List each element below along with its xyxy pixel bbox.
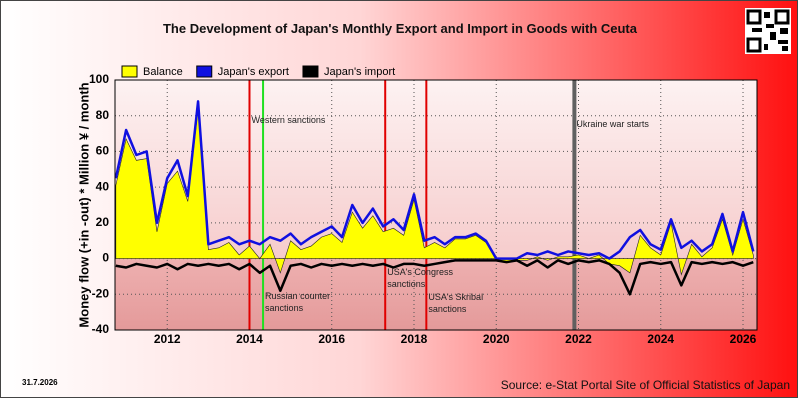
x-tick-label: 2020 (483, 332, 510, 346)
plot-area (115, 80, 757, 330)
y-tick-label: 0 (102, 251, 109, 265)
event-label: Western sanctions (251, 115, 326, 125)
x-tick-label: 2014 (236, 332, 263, 346)
x-tick-label: 2018 (401, 332, 428, 346)
y-tick-label: 60 (96, 144, 110, 158)
y-tick-label: -40 (92, 322, 110, 336)
event-label: USA's Skribal sanctions (428, 292, 484, 314)
legend-swatch (121, 65, 138, 78)
chart-title: The Development of Japan's Monthly Expor… (162, 21, 637, 36)
y-tick-label: 20 (96, 215, 110, 229)
y-tick-label: 100 (89, 72, 109, 86)
legend-label: Balance (143, 66, 183, 78)
y-tick-label: -20 (92, 286, 110, 300)
balance-area (115, 108, 754, 276)
series-line (114, 100, 755, 260)
y-axis-label: Money flow (+in -out) * Million ¥ / mont… (76, 82, 91, 327)
source: Source: e-Stat Portal Site of Official S… (501, 378, 790, 392)
plot-frame (114, 79, 758, 331)
date: 31.7.2026 (22, 378, 58, 387)
legend-label: Japan's import (324, 66, 395, 78)
qr-code (745, 8, 791, 54)
x-tick-label: 2026 (730, 332, 757, 346)
x-tick-label: 2024 (647, 332, 674, 346)
x-tick-label: 2012 (154, 332, 181, 346)
x-tick-label: 2022 (565, 332, 592, 346)
series-line (115, 259, 754, 296)
event-label: Russian counter sanctions (265, 291, 331, 313)
legend-swatch (196, 65, 213, 78)
event-label: USA's Congress sanctions (387, 267, 453, 289)
event-label: Ukraine war starts (576, 119, 649, 129)
y-tick-label: 80 (96, 108, 110, 122)
x-tick-label: 2016 (318, 332, 345, 346)
legend-label: Japan's export (218, 66, 289, 78)
y-tick-label: 40 (96, 179, 110, 193)
legend-swatch (302, 65, 319, 78)
